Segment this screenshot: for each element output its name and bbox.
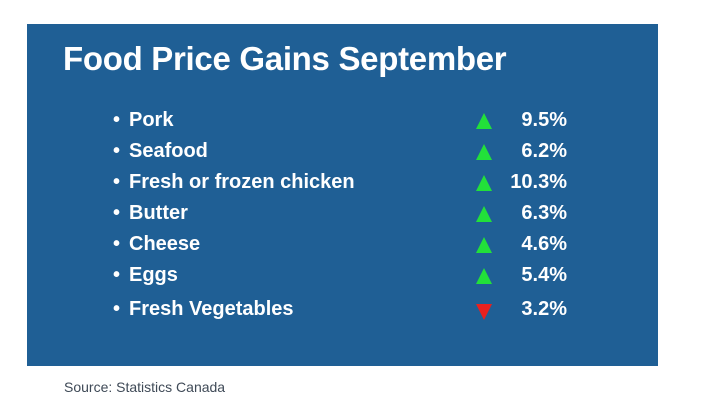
- up-arrow-icon: [476, 237, 492, 253]
- bullet: •: [113, 264, 121, 286]
- item-value: 5.4%: [521, 264, 567, 286]
- item-value: 6.2%: [521, 140, 567, 162]
- up-arrow-icon: [476, 206, 492, 222]
- item-label: Seafood: [129, 140, 208, 162]
- item-value: 3.2%: [521, 298, 567, 320]
- bullet: •: [113, 233, 121, 255]
- bullet: •: [113, 298, 121, 320]
- list-item: • Cheese 4.6%: [113, 231, 583, 262]
- item-value: 9.5%: [521, 109, 567, 131]
- list-item: • Pork 9.5%: [113, 107, 583, 138]
- list-item: • Fresh Vegetables 3.2%: [113, 296, 583, 327]
- card-title: Food Price Gains September: [63, 40, 507, 77]
- list-item: • Eggs 5.4%: [113, 262, 583, 293]
- price-card: Food Price Gains September • Pork 9.5% •…: [27, 24, 658, 366]
- item-label: Eggs: [129, 264, 178, 286]
- up-arrow-icon: [476, 268, 492, 284]
- item-label: Fresh Vegetables: [129, 298, 294, 320]
- up-arrow-icon: [476, 144, 492, 160]
- bullet: •: [113, 140, 121, 162]
- item-label: Butter: [129, 202, 188, 224]
- item-value: 4.6%: [521, 233, 567, 255]
- source-caption: Source: Statistics Canada: [64, 379, 226, 395]
- up-arrow-icon: [476, 175, 492, 191]
- bullet: •: [113, 171, 121, 193]
- up-arrow-icon: [476, 113, 492, 129]
- item-label: Pork: [129, 109, 174, 131]
- price-list: • Pork 9.5% • Seafood 6.2% • Fresh or fr…: [113, 107, 583, 327]
- list-item: • Seafood 6.2%: [113, 138, 583, 169]
- bullet: •: [113, 109, 121, 131]
- list-item: • Fresh or frozen chicken 10.3%: [113, 169, 583, 200]
- list-item: • Butter 6.3%: [113, 200, 583, 231]
- down-arrow-icon: [476, 304, 492, 320]
- item-value: 10.3%: [510, 171, 567, 193]
- item-value: 6.3%: [521, 202, 567, 224]
- bullet: •: [113, 202, 121, 224]
- item-label: Fresh or frozen chicken: [129, 171, 355, 193]
- item-label: Cheese: [129, 233, 201, 255]
